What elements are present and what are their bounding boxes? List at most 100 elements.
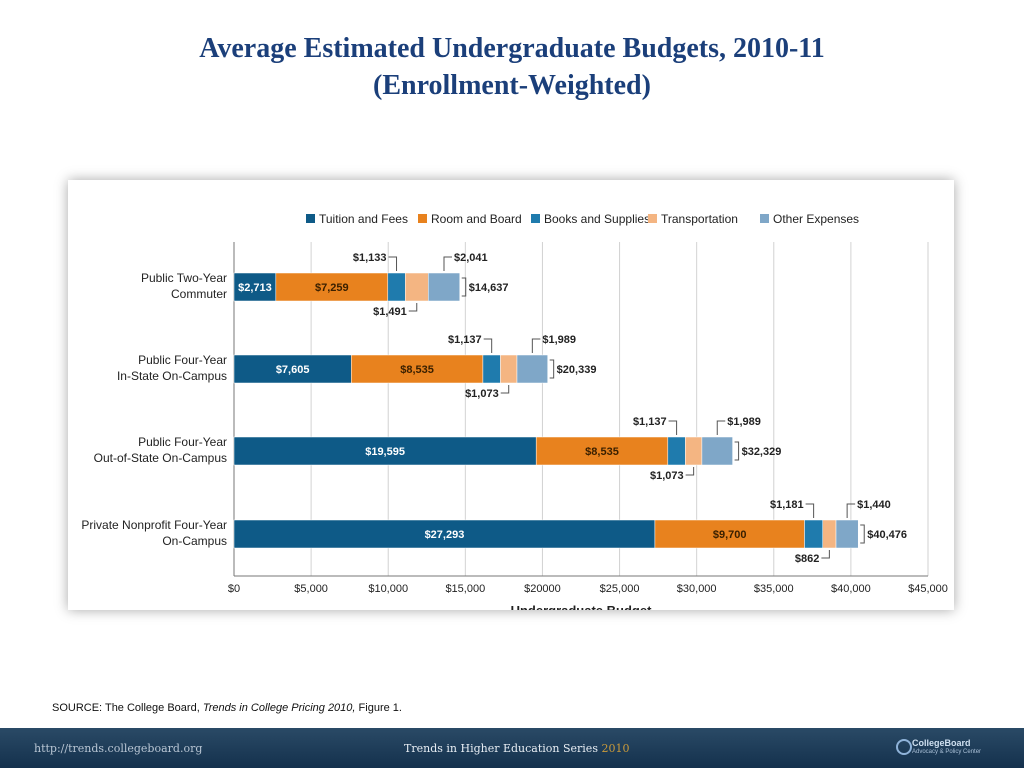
callout-label: $1,989 bbox=[542, 334, 576, 346]
legend-label: Other Expenses bbox=[773, 212, 859, 226]
acorn-icon bbox=[896, 739, 912, 755]
bar-segment bbox=[701, 436, 733, 466]
legend-label: Room and Board bbox=[431, 212, 522, 226]
legend-label: Tuition and Fees bbox=[319, 212, 408, 226]
bar-segment bbox=[804, 519, 823, 549]
total-bracket bbox=[461, 277, 467, 297]
bar-segment bbox=[835, 519, 859, 549]
x-tick-label: $15,000 bbox=[445, 583, 485, 595]
source-publication: Trends in College Pricing 2010, bbox=[202, 702, 356, 714]
callout-line bbox=[846, 503, 856, 518]
bar-segment bbox=[233, 354, 352, 384]
bar-segment bbox=[822, 519, 837, 549]
source-suffix: Figure 1. bbox=[355, 702, 402, 714]
callout-line bbox=[500, 385, 510, 394]
callout-label: $1,133 bbox=[353, 252, 387, 264]
callout-label: $1,181 bbox=[770, 499, 804, 511]
bar-segment bbox=[535, 436, 669, 466]
slide-title: Average Estimated Undergraduate Budgets,… bbox=[0, 30, 1024, 104]
callout-line bbox=[685, 467, 695, 476]
x-tick-label: $20000 bbox=[524, 583, 561, 595]
bar-value-label: $7,259 bbox=[315, 282, 349, 294]
x-tick-label: $10,000 bbox=[368, 583, 408, 595]
category-label: Commuter bbox=[171, 287, 227, 301]
bar-segment bbox=[351, 354, 484, 384]
category-label: Out-of-State On-Campus bbox=[94, 451, 227, 465]
bar-segment bbox=[482, 354, 501, 384]
chart-panel: $0 $5,000 $10,000 $15,000 $20000 $25,000 $30,0… bbox=[68, 180, 954, 610]
source-prefix: SOURCE: The College Board, bbox=[52, 702, 203, 714]
bar-segment bbox=[405, 272, 429, 302]
total-bracket bbox=[549, 359, 555, 379]
title-line-1: Average Estimated Undergraduate Budgets,… bbox=[199, 33, 825, 64]
bar-segment bbox=[275, 272, 389, 302]
logo-subtitle: Advocacy & Policy Center bbox=[912, 749, 982, 755]
footer-series: Trends in Higher Education Series 2010 bbox=[404, 742, 629, 755]
bar-segment bbox=[428, 272, 460, 302]
bar-value-label: $27,293 bbox=[425, 529, 465, 541]
footer-url-link[interactable]: http://trends.collegeboard.org bbox=[34, 742, 203, 755]
bar-value-label: $7,605 bbox=[276, 364, 310, 376]
callout-label: $862 bbox=[795, 553, 819, 565]
total-label: $40,476 bbox=[867, 529, 907, 541]
total-label: $14,637 bbox=[469, 282, 509, 294]
legend-label: Transportation bbox=[661, 212, 738, 226]
callout-label: $1,137 bbox=[448, 334, 482, 346]
source-note: SOURCE: The College Board, Trends in Col… bbox=[52, 702, 402, 714]
category-label: Public Two-Year bbox=[141, 271, 227, 285]
callout-label: $1,073 bbox=[465, 388, 499, 400]
bar-segment bbox=[233, 272, 277, 302]
callout-label: $1,137 bbox=[633, 416, 667, 428]
callout-label: $1,989 bbox=[727, 416, 761, 428]
callout-line bbox=[716, 420, 726, 435]
callout-line bbox=[443, 256, 452, 271]
legend-swatch bbox=[760, 214, 769, 223]
callout-line bbox=[668, 420, 678, 435]
collegeboard-logo: CollegeBoard Advocacy & Policy Center bbox=[896, 736, 1006, 762]
callout-line bbox=[821, 550, 830, 559]
bar-value-label: $19,595 bbox=[365, 446, 405, 458]
legend-swatch bbox=[418, 214, 427, 223]
callout-label: $1,491 bbox=[373, 306, 407, 318]
x-tick-label: $0 bbox=[228, 583, 240, 595]
category-label: Public Four-Year bbox=[138, 435, 227, 449]
bar-segment bbox=[685, 436, 703, 466]
category-label: On-Campus bbox=[162, 534, 227, 548]
footer-bar: http://trends.collegeboard.org Trends in… bbox=[0, 728, 1024, 768]
bar-segment bbox=[500, 354, 518, 384]
bar-value-label: $8,535 bbox=[400, 364, 434, 376]
total-bracket bbox=[860, 524, 865, 544]
legend-swatch bbox=[306, 214, 315, 223]
bar-value-label: $2,713 bbox=[238, 282, 272, 294]
x-tick-label: $5,000 bbox=[294, 583, 328, 595]
x-tick-label: $25,000 bbox=[600, 583, 640, 595]
x-tick-label: $40,000 bbox=[831, 583, 871, 595]
callout-label: $2,041 bbox=[454, 252, 488, 264]
total-bracket bbox=[734, 441, 740, 461]
callout-line bbox=[531, 338, 541, 353]
x-tick-label: $30,000 bbox=[677, 583, 717, 595]
x-tick-label: $35,000 bbox=[754, 583, 794, 595]
category-label: Public Four-Year bbox=[138, 353, 227, 367]
stacked-bar-chart: $0 $5,000 $10,000 $15,000 $20000 $25,000 $30,0… bbox=[81, 212, 948, 610]
bar-segment bbox=[233, 519, 656, 549]
bar-value-label: $9,700 bbox=[713, 529, 747, 541]
category-label: Private Nonprofit Four-Year bbox=[81, 518, 227, 532]
legend-swatch bbox=[648, 214, 657, 223]
logo-name: CollegeBoard bbox=[912, 738, 971, 748]
callout-line bbox=[388, 256, 398, 271]
callout-line bbox=[408, 303, 418, 312]
total-label: $32,329 bbox=[742, 446, 782, 458]
callout-line bbox=[805, 503, 815, 518]
category-label: In-State On-Campus bbox=[117, 369, 227, 383]
footer-series-year: 2010 bbox=[601, 742, 630, 755]
title-line-2: (Enrollment-Weighted) bbox=[373, 70, 651, 101]
legend-label: Books and Supplies bbox=[544, 212, 650, 226]
footer-series-name: Trends in Higher Education Series bbox=[404, 742, 598, 755]
bar-segment bbox=[516, 354, 548, 384]
bar-segment bbox=[233, 436, 537, 466]
total-label: $20,339 bbox=[557, 364, 597, 376]
bar-segment bbox=[667, 436, 686, 466]
bar-segment bbox=[387, 272, 406, 302]
callout-line bbox=[483, 338, 493, 353]
